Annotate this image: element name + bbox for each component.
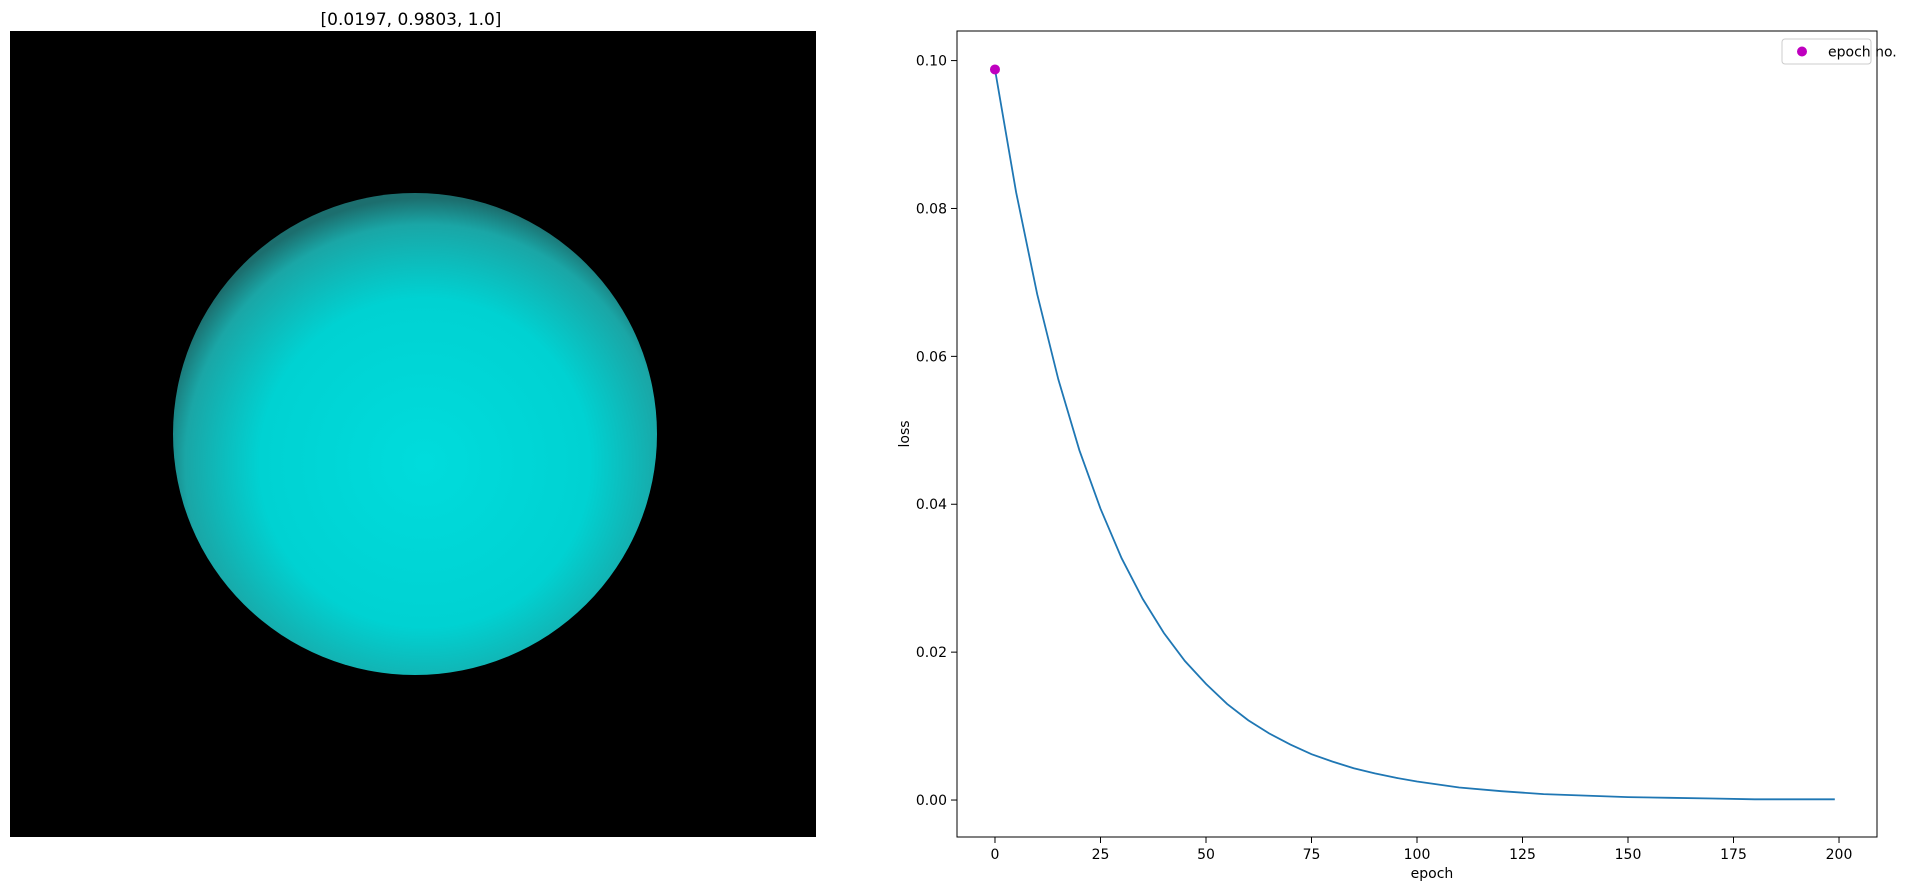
x-tick-label: 75 [1303, 847, 1321, 863]
image-panel: [0.0197, 0.9803, 1.0] [10, 10, 816, 837]
legend-box [1781, 38, 1872, 65]
x-tick-label: 100 [1404, 847, 1431, 863]
y-tick-label: 0.00 [916, 793, 947, 809]
image-title: [0.0197, 0.9803, 1.0] [321, 10, 502, 30]
series-points [989, 64, 1000, 75]
y-tick-label: 0.02 [916, 645, 947, 661]
plot-frame [956, 30, 1878, 838]
y-tick-label: 0.08 [916, 201, 947, 217]
legend-marker [1797, 46, 1807, 57]
x-tick-label: 150 [1615, 847, 1642, 863]
y-axis-ticks: 0.00 0.02 0.04 0.06 0.08 0.10 [916, 54, 957, 809]
epoch-marker-point [989, 64, 1000, 75]
x-axis-ticks: 0 25 50 75 100 125 150 175 200 [991, 837, 1853, 863]
x-tick-label: 200 [1826, 847, 1853, 863]
x-tick-label: 0 [991, 847, 1000, 863]
loss-line [994, 69, 1835, 801]
x-tick-label: 125 [1509, 847, 1536, 863]
y-tick-label: 0.04 [916, 497, 947, 513]
y-tick-label: 0.06 [916, 349, 947, 365]
x-tick-label: 50 [1197, 847, 1215, 863]
loss-plot: 0 25 50 75 100 125 150 175 200 0.000.020.040.060… [897, 30, 1897, 882]
x-tick-label: 25 [1092, 847, 1110, 863]
sphere [173, 193, 657, 675]
x-axis-label: epoch [1411, 866, 1454, 882]
legend-label: epoch no. [1828, 45, 1897, 61]
y-axis-label: loss [897, 420, 913, 447]
y-tick-label: 0.10 [916, 54, 947, 70]
x-tick-label: 175 [1720, 847, 1747, 863]
legend: epoch no. [1781, 38, 1897, 65]
series-lines [994, 69, 1835, 801]
